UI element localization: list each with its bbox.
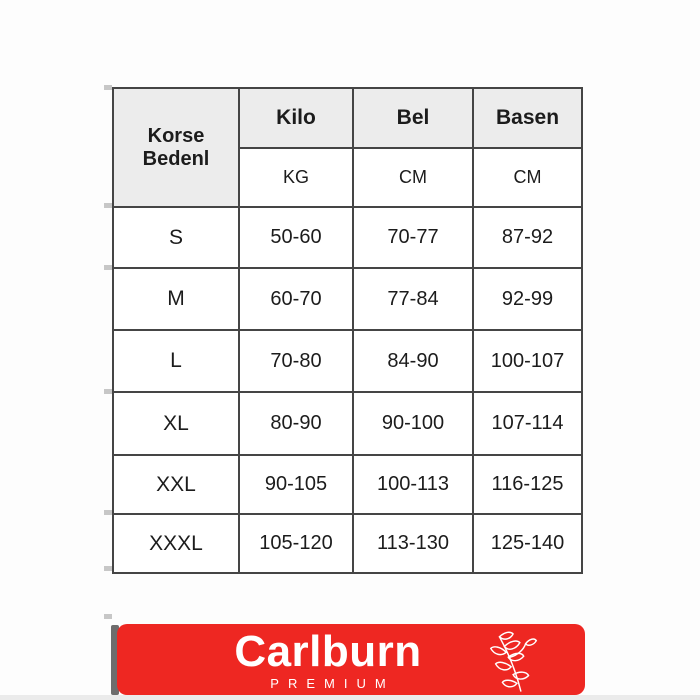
size-label: M [112,267,240,331]
table-row-l: L 70-80 84-90 100-107 [112,329,583,393]
edge-artifact-mark [104,566,112,571]
table-row-xl: XL 80-90 90-100 107-114 [112,391,583,456]
column-header-basen: Basen [472,87,583,149]
edge-artifact-mark [104,203,112,208]
bel-value: 100-113 [352,454,474,515]
edge-artifact-mark [104,614,112,619]
bel-value: 84-90 [352,329,474,393]
brand-text-block: Carlburn PREMIUM [234,626,422,691]
table-row-s: S 50-60 70-77 87-92 [112,206,583,269]
leaf-branch-icon [489,631,538,692]
header-row-units: KG CM CM [113,147,583,208]
unit-kilo: KG [238,147,354,208]
basen-value: 125-140 [472,513,583,574]
unit-bel: CM [352,147,474,208]
size-chart-table: Korse Bedenl Kilo Bel Basen KG CM CM S 5… [112,87,583,574]
brand-banner: Carlburn PREMIUM [117,624,585,695]
kilo-value: 60-70 [238,267,354,331]
basen-value: 116-125 [472,454,583,515]
bel-value: 113-130 [352,513,474,574]
bel-value: 77-84 [352,267,474,331]
brand-name: Carlburn [234,626,422,676]
bel-value: 90-100 [352,391,474,456]
basen-value: 92-99 [472,267,583,331]
column-header-bel: Bel [352,87,474,149]
column-header-kilo: Kilo [238,87,354,149]
kilo-value: 50-60 [238,206,354,269]
basen-value: 87-92 [472,206,583,269]
table-row-xxl: XXL 90-105 100-113 116-125 [112,454,583,515]
table-row-xxxl: XXXL 105-120 113-130 125-140 [112,513,583,574]
edge-artifact-mark [104,510,112,515]
bottom-edge-strip [0,695,700,700]
header-row-labels: Korse Bedenl Kilo Bel Basen [112,87,583,208]
bel-value: 70-77 [352,206,474,269]
edge-artifact-mark [104,265,112,270]
unit-basen: CM [472,147,583,208]
kilo-value: 80-90 [238,391,354,456]
edge-artifact-mark [104,85,112,90]
kilo-value: 105-120 [238,513,354,574]
edge-artifact-mark [104,389,112,394]
size-label: XXL [112,454,240,515]
basen-value: 100-107 [472,329,583,393]
table-row-m: M 60-70 77-84 92-99 [112,267,583,331]
size-label: XL [112,391,240,456]
basen-value: 107-114 [472,391,583,456]
size-label: S [112,206,240,269]
kilo-value: 70-80 [238,329,354,393]
brand-tagline: PREMIUM [270,675,395,691]
banner-left-shadow [111,625,119,695]
kilo-value: 90-105 [238,454,354,515]
size-label: L [112,329,240,393]
corner-header-korse-bedeni: Korse Bedenl [112,87,240,208]
size-label: XXXL [112,513,240,574]
